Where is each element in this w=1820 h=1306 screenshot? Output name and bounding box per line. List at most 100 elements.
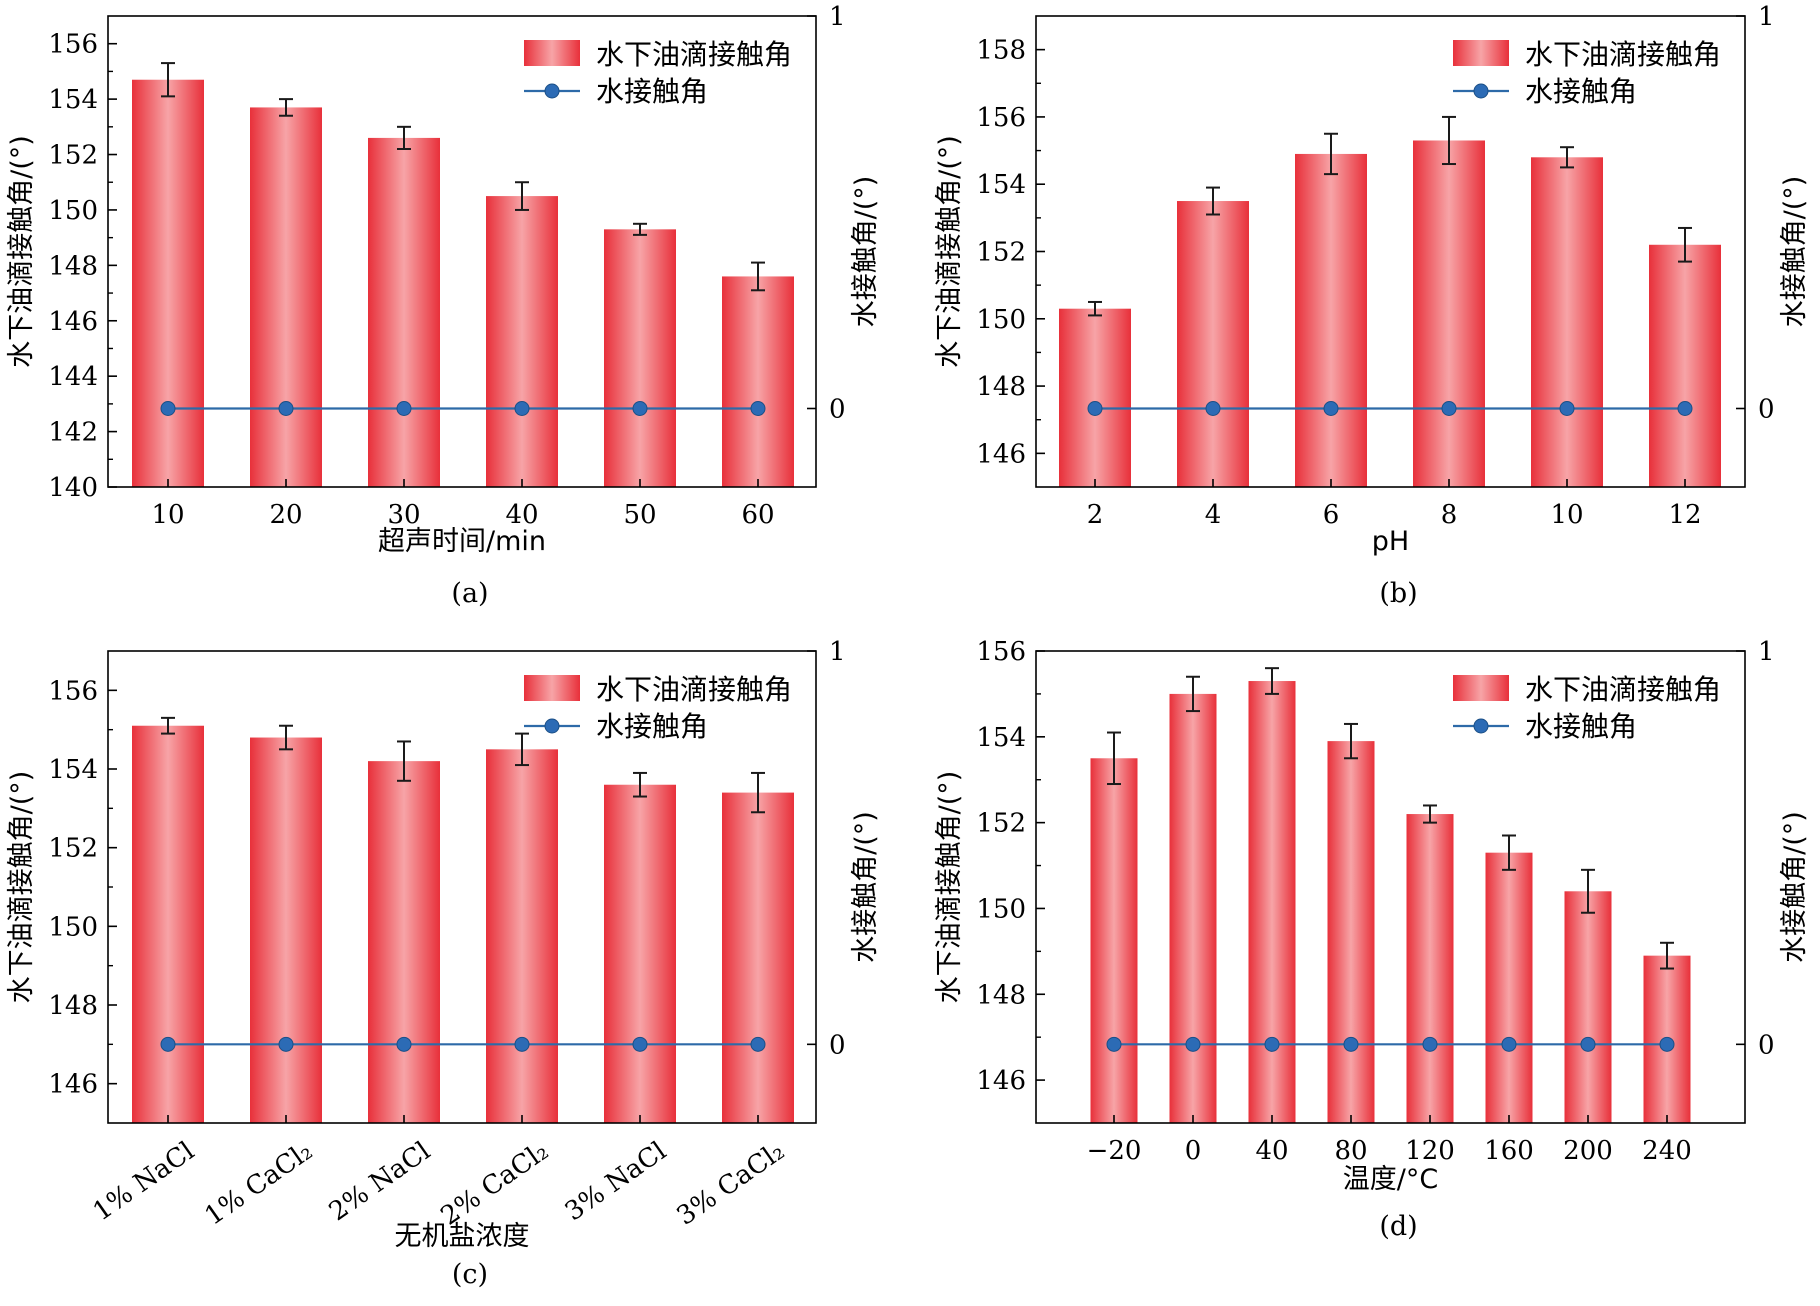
line-marker bbox=[1343, 1036, 1359, 1052]
panel-caption: (b) bbox=[1379, 578, 1417, 609]
y2-tick-label: 1 bbox=[1758, 637, 1775, 667]
line-marker bbox=[396, 1036, 412, 1052]
x-tick-label: 50 bbox=[623, 500, 656, 530]
legend-bar-swatch bbox=[1453, 675, 1509, 701]
x-tick-label: 1% NaCl bbox=[88, 1136, 200, 1227]
legend-line-label: 水接触角 bbox=[1525, 710, 1637, 743]
y-tick-label: 150 bbox=[48, 912, 98, 942]
y-axis-label: 水下油滴接触角/(°) bbox=[934, 135, 965, 368]
x-tick-label: −20 bbox=[1087, 1136, 1142, 1166]
y2-tick-label: 1 bbox=[829, 2, 846, 32]
x-tick-label: 12 bbox=[1668, 500, 1701, 530]
y-tick-label: 156 bbox=[48, 676, 98, 706]
x-tick-label: 40 bbox=[505, 500, 538, 530]
bar bbox=[1531, 157, 1603, 488]
line-marker bbox=[1677, 401, 1693, 416]
line-marker bbox=[160, 1036, 176, 1052]
bar bbox=[1485, 852, 1533, 1123]
legend-bar-swatch bbox=[1453, 40, 1509, 66]
line-marker bbox=[514, 401, 530, 416]
y2-tick-label: 1 bbox=[1758, 2, 1775, 32]
bar bbox=[1406, 814, 1454, 1123]
y2-tick-label: 0 bbox=[829, 395, 846, 425]
y-tick-label: 154 bbox=[976, 723, 1026, 753]
y-tick-label: 150 bbox=[976, 305, 1026, 335]
y-tick-label: 148 bbox=[48, 251, 98, 281]
line-marker bbox=[1559, 401, 1575, 416]
x-tick-label: 6 bbox=[1323, 500, 1340, 530]
bar bbox=[368, 137, 440, 487]
legend-bar-label: 水下油滴接触角 bbox=[1525, 673, 1721, 706]
y-tick-label: 142 bbox=[48, 418, 98, 448]
bar bbox=[1248, 681, 1296, 1123]
legend-bar-label: 水下油滴接触角 bbox=[596, 38, 792, 71]
y-tick-label: 146 bbox=[976, 439, 1026, 469]
y-tick-label: 146 bbox=[48, 1070, 98, 1100]
panel-caption: (c) bbox=[452, 1259, 488, 1290]
y2-tick-label: 1 bbox=[829, 637, 846, 667]
plot-frame bbox=[107, 15, 817, 488]
x-axis-label: 超声时间/min bbox=[378, 526, 546, 557]
x-tick-label: 0 bbox=[1185, 1136, 1202, 1166]
bar bbox=[1059, 308, 1131, 487]
bar bbox=[368, 761, 440, 1123]
y-tick-label: 156 bbox=[976, 103, 1026, 133]
bar bbox=[1564, 891, 1612, 1123]
y-tick-label: 156 bbox=[48, 30, 98, 60]
y2-tick-label: 0 bbox=[1758, 395, 1775, 425]
x-tick-label: 200 bbox=[1563, 1136, 1613, 1166]
y-tick-label: 146 bbox=[48, 307, 98, 337]
legend-line-marker bbox=[544, 83, 560, 99]
bar bbox=[722, 276, 794, 487]
bar bbox=[1090, 758, 1138, 1123]
line-marker bbox=[1323, 401, 1339, 416]
y-tick-label: 146 bbox=[976, 1066, 1026, 1096]
x-tick-label: 2% NaCl bbox=[324, 1136, 436, 1227]
y-tick-label: 150 bbox=[48, 196, 98, 226]
bar bbox=[486, 196, 558, 487]
legend-line-marker bbox=[1473, 83, 1489, 99]
line-marker bbox=[1205, 401, 1221, 416]
x-tick-label: 8 bbox=[1441, 500, 1458, 530]
line-marker bbox=[750, 1036, 766, 1052]
bar bbox=[250, 737, 322, 1123]
line-marker bbox=[1087, 401, 1103, 416]
panel-a: 140 142 144 146 148 150 152 154 156 0 1 10 20 30 40 50 6… bbox=[6, 2, 881, 609]
x-tick-label: 3% NaCl bbox=[560, 1136, 672, 1227]
line-marker bbox=[1422, 1036, 1438, 1052]
line-marker bbox=[278, 1036, 294, 1052]
x-tick-label: 30 bbox=[387, 500, 420, 530]
x-tick-label: 3% CaCl₂ bbox=[672, 1136, 790, 1231]
y-tick-label: 154 bbox=[48, 755, 98, 785]
bar bbox=[132, 725, 204, 1123]
y-axis-label: 水下油滴接触角/(°) bbox=[934, 771, 965, 1004]
y-axis-label: 水下油滴接触角/(°) bbox=[6, 135, 37, 368]
x-tick-label: 120 bbox=[1405, 1136, 1455, 1166]
x-tick-label: 10 bbox=[1550, 500, 1583, 530]
y-tick-label: 144 bbox=[48, 362, 98, 392]
line-marker bbox=[160, 401, 176, 416]
legend-line-marker bbox=[544, 718, 560, 734]
x-tick-label: 40 bbox=[1255, 1136, 1288, 1166]
line-marker bbox=[514, 1036, 530, 1052]
y-tick-label: 148 bbox=[976, 372, 1026, 402]
bar bbox=[604, 229, 676, 487]
y-tick-label: 140 bbox=[48, 473, 98, 503]
legend-bar-swatch bbox=[524, 40, 580, 66]
bar bbox=[1649, 244, 1721, 487]
x-tick-label: 160 bbox=[1484, 1136, 1534, 1166]
legend-line-marker bbox=[1473, 718, 1489, 734]
bar bbox=[1177, 201, 1249, 488]
y-tick-label: 148 bbox=[976, 980, 1026, 1010]
legend-bar-label: 水下油滴接触角 bbox=[596, 673, 792, 706]
line-marker bbox=[632, 401, 648, 416]
bar bbox=[486, 749, 558, 1123]
y2-tick-label: 0 bbox=[829, 1030, 846, 1060]
y2-axis-label: 水接触角/(°) bbox=[1779, 811, 1810, 963]
y2-axis-label: 水接触角/(°) bbox=[1779, 176, 1810, 328]
line-marker bbox=[278, 401, 294, 416]
line-marker bbox=[1580, 1036, 1596, 1052]
